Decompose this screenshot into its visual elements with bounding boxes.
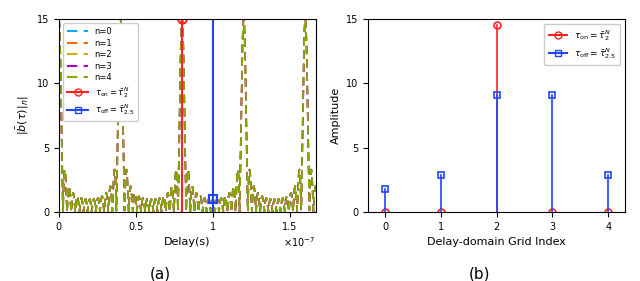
Text: (a): (a): [149, 266, 171, 281]
Y-axis label: Amplitude: Amplitude: [331, 87, 340, 144]
Text: (b): (b): [469, 266, 491, 281]
Text: $\times10^{-7}$: $\times10^{-7}$: [284, 235, 316, 249]
X-axis label: Delay-domain Grid Index: Delay-domain Grid Index: [427, 237, 566, 248]
Y-axis label: $|\bar{b}(\tau)|_n|$: $|\bar{b}(\tau)|_n|$: [15, 96, 31, 135]
X-axis label: Delay(s): Delay(s): [164, 237, 211, 248]
Legend: n=0, n=1, n=2, n=3, n=4, $\tau_{\rm on}=\bar{\tau}_2^N$, $\tau_{\rm off}=\bar{\t: n=0, n=1, n=2, n=3, n=4, $\tau_{\rm on}=…: [63, 23, 138, 121]
Legend: $\tau_{\rm on}=\bar{\tau}_2^N$, $\tau_{\rm off}=\bar{\tau}_{2.5}^N$: $\tau_{\rm on}=\bar{\tau}_2^N$, $\tau_{\…: [544, 24, 621, 65]
